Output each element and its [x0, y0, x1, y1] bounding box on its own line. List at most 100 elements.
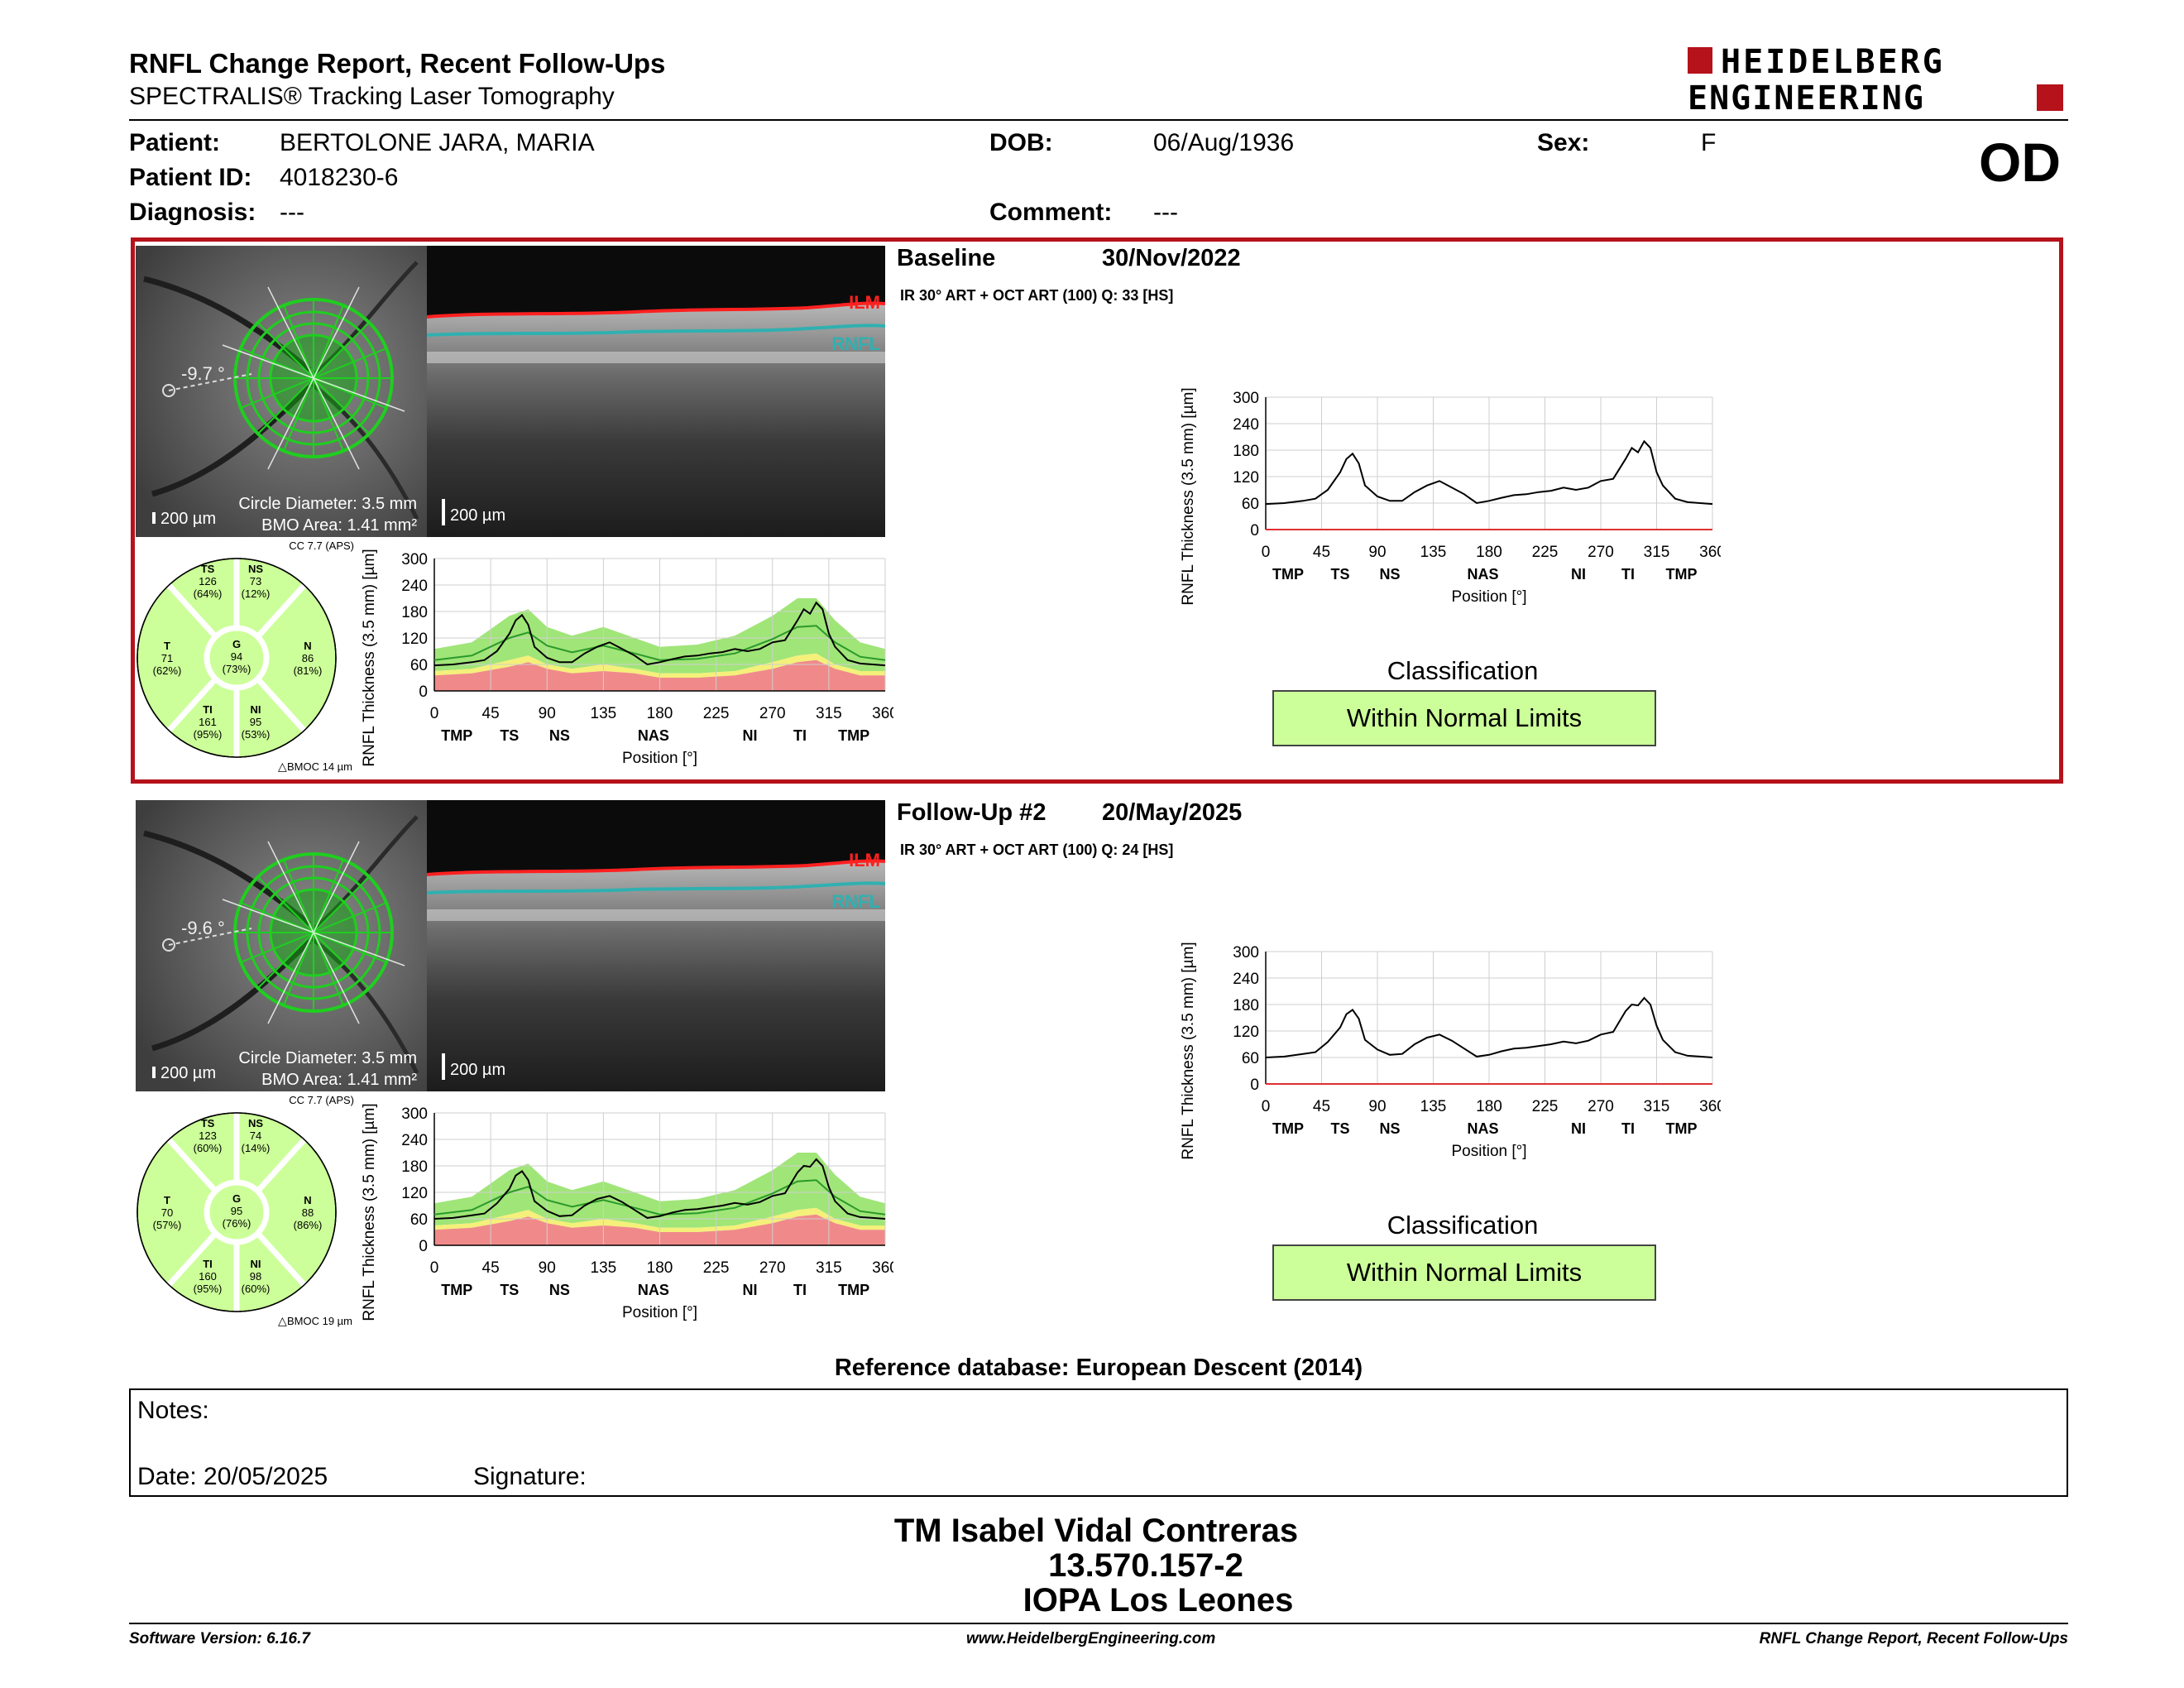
- y-tick-label: 0: [419, 1238, 428, 1255]
- report-subtitle: SPECTRALIS® Tracking Laser Tomography: [129, 83, 615, 110]
- rnfl-normative-chart-baseline: 06012018024030004590135180225270315360TM…: [361, 549, 893, 767]
- bscan-svg-followup: ILM RNFL 200 µm: [427, 850, 885, 1091]
- sector-ns-value-baseline: 73: [250, 575, 261, 587]
- classification-title-followup: Classification: [1387, 1211, 1539, 1240]
- x-tick-label: 270: [1588, 544, 1614, 561]
- brand-line1: HEIDELBERG: [1721, 43, 1945, 81]
- footer-report-name: RNFL Change Report, Recent Follow-Ups: [1759, 1630, 2068, 1647]
- bmo-area-followup: BMO Area: 1.41 mm²: [261, 1071, 417, 1089]
- normative-mean-line: [433, 625, 886, 661]
- ilm-label-baseline: ILM: [849, 292, 880, 313]
- fundus-image-followup: -9.6 ° 200 µm Circle Diameter: 3.5 mm BM…: [136, 800, 427, 1091]
- y-tick-label: 0: [1250, 1077, 1259, 1094]
- x-tick-label: 270: [759, 1259, 786, 1277]
- sector-diagram-followup: CC 7.7 (APS) TS 123 (60%) NS 74 (14%) T 70 (57…: [129, 1092, 361, 1332]
- bmo-area-baseline: BMO Area: 1.41 mm²: [261, 516, 417, 535]
- sector-n-pct-baseline: (81%): [294, 664, 323, 677]
- svg-text:TS: TS: [201, 563, 215, 575]
- patient-id: 4018230-6: [280, 164, 399, 191]
- reference-database: Reference database: European Descent (20…: [834, 1355, 1363, 1381]
- scan-info-baseline: IR 30° ART + OCT ART (100) Q: 33 [HS]: [900, 287, 1174, 304]
- rnfl-profile-chart-baseline: 06012018024030004590135180225270315360TM…: [1180, 387, 1721, 606]
- sector-ts-pct-baseline: (64%): [194, 587, 223, 600]
- sector-ti-pct-followup: (95%): [194, 1283, 223, 1295]
- x-tick-label: 45: [1313, 544, 1330, 561]
- x-axis-label: Position [°]: [622, 750, 697, 767]
- x-tick-label: 180: [1476, 544, 1502, 561]
- classification-result-baseline: Within Normal Limits: [1272, 690, 1656, 746]
- x-tick-label: 90: [1368, 1098, 1386, 1115]
- sector-t-pct-baseline: (62%): [153, 664, 182, 677]
- oct-bscan-followup: ILM RNFL 200 µm: [427, 800, 885, 1091]
- x-tick-label: 360: [1699, 544, 1721, 561]
- sector-label: NS: [549, 727, 570, 744]
- classification-result-followup: Within Normal Limits: [1272, 1244, 1656, 1301]
- y-tick-label: 120: [401, 631, 428, 648]
- sector-label: TS: [1330, 566, 1349, 583]
- rnfl-normative-chart-followup: 06012018024030004590135180225270315360TM…: [361, 1103, 893, 1321]
- technician-name: TM Isabel Vidal Contreras: [893, 1513, 1299, 1549]
- scan-info-followup: IR 30° ART + OCT ART (100) Q: 24 [HS]: [900, 842, 1174, 858]
- x-tick-label: 0: [430, 1259, 439, 1277]
- x-tick-label: 180: [647, 1259, 673, 1277]
- fundus-svg-baseline: -9.7 ° 200 µm Circle Diameter: 3.5 mm BM…: [136, 246, 427, 537]
- x-tick-label: 270: [1588, 1098, 1614, 1115]
- y-tick-label: 120: [401, 1185, 428, 1202]
- sector-ns-pct-baseline: (12%): [242, 587, 271, 600]
- brand-logo: HEIDELBERG ENGINEERING: [1688, 43, 2068, 117]
- svg-text:N: N: [304, 1194, 311, 1206]
- sector-label: NAS: [638, 1282, 669, 1298]
- x-tick-label: 90: [539, 1259, 556, 1277]
- y-tick-label: 180: [401, 604, 428, 621]
- notes-box: Notes: Date: 20/05/2025 Signature:: [129, 1388, 2068, 1497]
- classification-title-baseline: Classification: [1387, 656, 1539, 685]
- report-title: RNFL Change Report, Recent Follow-Ups: [129, 48, 666, 79]
- sector-label: TI: [1621, 1120, 1635, 1137]
- footer-rule: [129, 1623, 2068, 1624]
- sector-n-value-baseline: 86: [302, 652, 314, 664]
- logo-square-bottom: [2037, 84, 2063, 111]
- software-version: Software Version: 6.16.7: [129, 1630, 310, 1647]
- svg-text:NI: NI: [251, 1258, 261, 1270]
- patient-name: BERTOLONE JARA, MARIA: [280, 129, 595, 156]
- y-tick-label: 180: [401, 1158, 428, 1176]
- y-tick-label: 240: [401, 1132, 428, 1149]
- y-tick-label: 120: [1233, 1024, 1259, 1041]
- cc-value-followup: CC 7.7 (APS): [289, 1094, 354, 1106]
- x-tick-label: 360: [872, 1259, 893, 1277]
- x-tick-label: 225: [703, 705, 730, 722]
- y-tick-label: 0: [1250, 522, 1259, 539]
- sector-ts-pct-followup: (60%): [194, 1142, 223, 1154]
- sector-label: NAS: [638, 727, 669, 744]
- sector-ti-value-followup: 160: [199, 1270, 217, 1283]
- svg-text:NS: NS: [248, 1117, 263, 1129]
- y-tick-label: 240: [1233, 416, 1259, 434]
- rnfl-profile-chart-followup: 06012018024030004590135180225270315360TM…: [1180, 942, 1721, 1160]
- x-tick-label: 135: [591, 1259, 617, 1277]
- notes-label: Notes:: [137, 1397, 209, 1424]
- sector-label: TMP: [1272, 566, 1304, 583]
- sector-label: TMP: [838, 727, 869, 744]
- sector-label: TMP: [441, 727, 472, 744]
- x-tick-label: 225: [703, 1259, 730, 1277]
- sector-label: NS: [1379, 1120, 1400, 1137]
- x-tick-label: 360: [872, 705, 893, 722]
- exam-title-followup: Follow-Up #2: [897, 799, 1046, 826]
- fundus-svg-followup: -9.6 ° 200 µm Circle Diameter: 3.5 mm BM…: [136, 800, 427, 1091]
- y-axis-label: RNFL Thickness (3.5 mm) [µm]: [1180, 942, 1197, 1159]
- sector-label: TI: [793, 727, 807, 744]
- sector-label: NAS: [1467, 1120, 1498, 1137]
- exam-date-followup: 20/May/2025: [1102, 799, 1243, 826]
- rnfl-profile-line: [433, 601, 886, 667]
- y-axis-label: RNFL Thickness (3.5 mm) [µm]: [361, 1103, 378, 1321]
- svg-text:TI: TI: [203, 1258, 213, 1270]
- x-axis-label: Position [°]: [622, 1304, 697, 1321]
- bscan-scale-followup: 200 µm: [450, 1061, 505, 1079]
- y-tick-label: 180: [1233, 443, 1259, 460]
- sector-label: TMP: [838, 1282, 869, 1298]
- bscan-scale-baseline: 200 µm: [450, 506, 505, 525]
- svg-text:T: T: [164, 640, 170, 652]
- diagnosis-value: ---: [280, 199, 304, 226]
